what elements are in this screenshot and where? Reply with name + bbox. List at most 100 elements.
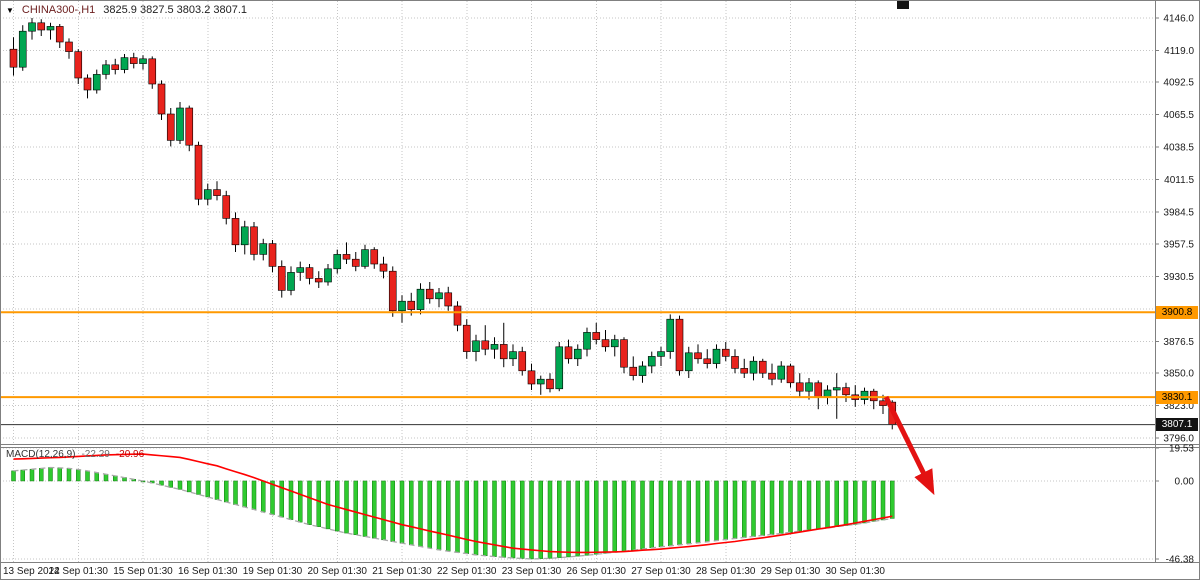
bear-candle (37, 22, 46, 31)
bear-candle (592, 332, 601, 340)
macd-bar (631, 480, 636, 551)
bull-candle (860, 390, 869, 400)
bull-candle (684, 352, 693, 372)
bull-candle (18, 30, 27, 68)
macd-bar (196, 480, 201, 495)
bear-candle (370, 249, 379, 265)
bear-candle (499, 344, 508, 360)
bear-candle (129, 57, 138, 64)
macd-bar (57, 467, 62, 482)
bull-candle (749, 360, 758, 374)
bear-candle (268, 243, 277, 267)
time-axis-label: 16 Sep 01:30 (178, 566, 238, 577)
macd-bar (390, 480, 395, 542)
bull-candle (92, 74, 101, 91)
bear-candle (768, 372, 776, 380)
macd-bar (871, 480, 876, 522)
macd-bar (307, 480, 312, 525)
bull-candle (777, 365, 786, 380)
macd-bar (825, 480, 830, 529)
time-axis-label: 15 Sep 01:30 (113, 566, 173, 577)
bear-candle (65, 41, 73, 52)
price-scale-label: 4146.0 (1163, 14, 1194, 25)
bear-candle (721, 348, 730, 357)
bear-candle (148, 58, 157, 85)
macd-bar (372, 480, 377, 539)
bear-candle (166, 113, 175, 141)
bull-candle (509, 351, 517, 360)
symbol-dropdown-icon[interactable]: ▼ (6, 5, 14, 15)
bear-candle (675, 318, 684, 372)
bull-candle (536, 378, 545, 385)
bear-candle (351, 258, 360, 267)
macd-indicator-label: MACD(12,26,9) -22.29 -20.96 (6, 449, 144, 460)
bull-candle (435, 292, 443, 300)
chart-shift-marker[interactable] (897, 1, 909, 9)
bear-candle (213, 189, 221, 196)
macd-bar (695, 480, 701, 544)
price-scale-label: 3930.5 (1163, 272, 1194, 283)
time-axis-label: 21 Sep 01:30 (372, 566, 432, 577)
bull-candle (555, 346, 564, 390)
macd-bar (816, 480, 821, 530)
price-scale-label: 4065.5 (1163, 110, 1194, 121)
macd-bar (427, 480, 432, 549)
macd-bar (242, 480, 247, 508)
bear-candle (74, 51, 83, 79)
macd-bar (473, 480, 479, 556)
trend-arrow-annotation[interactable] (883, 395, 935, 496)
macd-bar (288, 480, 294, 520)
bear-candle (453, 305, 462, 326)
macd-signal-line (13, 453, 893, 554)
macd-bar (760, 480, 765, 536)
bear-candle (305, 267, 314, 279)
macd-name: MACD(12,26,9) (6, 449, 76, 460)
time-axis-label: 27 Sep 01:30 (631, 566, 691, 577)
macd-bar (214, 480, 220, 500)
time-axis-label: 23 Sep 01:30 (502, 566, 562, 577)
macd-bar (187, 480, 192, 493)
macd-bar (890, 480, 895, 519)
macd-bar (677, 480, 682, 546)
bear-candle (83, 77, 92, 91)
quote-ohlc-text: 3825.9 3827.5 3803.2 3807.1 (103, 4, 248, 16)
bull-candle (296, 267, 305, 273)
price-scale-label: 3957.5 (1163, 240, 1194, 251)
macd-bar (48, 467, 53, 482)
macd-bar (806, 480, 812, 531)
macd-bar (205, 480, 210, 498)
macd-bar (455, 480, 460, 553)
price-scale-label: 3984.5 (1163, 207, 1194, 218)
macd-bar (723, 480, 728, 540)
bear-candle (629, 366, 638, 376)
bull-candle (361, 249, 369, 267)
bear-candle (277, 266, 286, 291)
bear-candle (694, 352, 702, 360)
macd-bar (177, 480, 183, 490)
time-axis-label: 20 Sep 01:30 (308, 566, 368, 577)
price-scale[interactable]: 4146.0 4119.0 4092.5 4065.5 4038.5 4011.5 3984… (1163, 14, 1194, 566)
bear-candle (703, 358, 712, 364)
macd-main-line (13, 466, 893, 560)
bull-candle (712, 348, 721, 364)
bull-candle (490, 344, 499, 350)
macd-bar (529, 480, 534, 560)
macd-bar (316, 480, 321, 527)
bear-candle (620, 339, 628, 368)
bear-candle (842, 387, 850, 396)
time-axis-label: 30 Sep 01:30 (826, 566, 886, 577)
bear-candle (814, 382, 823, 398)
macd-bar (261, 480, 266, 513)
time-axis-label: 29 Sep 01:30 (761, 566, 821, 577)
macd-bar (510, 480, 516, 559)
price-scale-label: 4119.0 (1164, 46, 1194, 57)
bull-candle (610, 339, 619, 348)
macd-bar (575, 480, 580, 557)
bull-candle (573, 348, 582, 360)
bull-candle (176, 107, 184, 141)
horizontal-line-objects[interactable] (0, 311, 1155, 399)
bull-candle (139, 58, 147, 64)
